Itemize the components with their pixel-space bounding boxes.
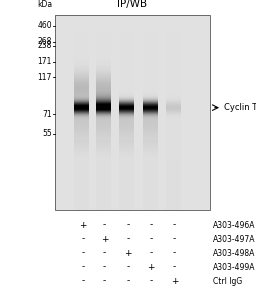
Text: A303-498A: A303-498A	[213, 249, 255, 257]
Text: A303-499A: A303-499A	[213, 262, 255, 271]
Text: -: -	[81, 262, 84, 271]
Text: 171: 171	[38, 57, 52, 66]
Text: -: -	[81, 234, 84, 244]
Text: -: -	[126, 234, 130, 244]
Text: A303-496A: A303-496A	[213, 221, 255, 229]
Text: -: -	[173, 262, 176, 271]
Text: 117: 117	[38, 73, 52, 82]
Text: -: -	[103, 262, 106, 271]
Text: Ctrl IgG: Ctrl IgG	[213, 277, 242, 286]
Text: Cyclin T1: Cyclin T1	[224, 103, 256, 112]
Text: 238: 238	[38, 41, 52, 50]
Text: -: -	[150, 221, 153, 229]
Text: -: -	[173, 221, 176, 229]
Text: -: -	[81, 277, 84, 286]
Text: 268: 268	[38, 37, 52, 47]
Text: -: -	[126, 221, 130, 229]
Text: 460: 460	[37, 21, 52, 30]
Text: 71: 71	[42, 110, 52, 119]
Text: IP/WB: IP/WB	[118, 0, 147, 9]
Text: -: -	[150, 277, 153, 286]
Text: -: -	[150, 234, 153, 244]
Text: +: +	[101, 234, 108, 244]
Text: +: +	[147, 262, 155, 271]
Text: -: -	[103, 221, 106, 229]
Text: kDa: kDa	[37, 0, 52, 9]
Text: 55: 55	[42, 129, 52, 139]
Text: A303-497A: A303-497A	[213, 234, 255, 244]
Text: -: -	[81, 249, 84, 257]
Text: -: -	[126, 277, 130, 286]
Text: -: -	[103, 249, 106, 257]
Text: -: -	[126, 262, 130, 271]
Text: -: -	[173, 249, 176, 257]
Text: -: -	[173, 234, 176, 244]
Bar	[55, 15, 210, 210]
Text: -: -	[103, 277, 106, 286]
Text: -: -	[150, 249, 153, 257]
Text: +: +	[79, 221, 87, 229]
Text: +: +	[170, 277, 178, 286]
Text: +: +	[124, 249, 132, 257]
